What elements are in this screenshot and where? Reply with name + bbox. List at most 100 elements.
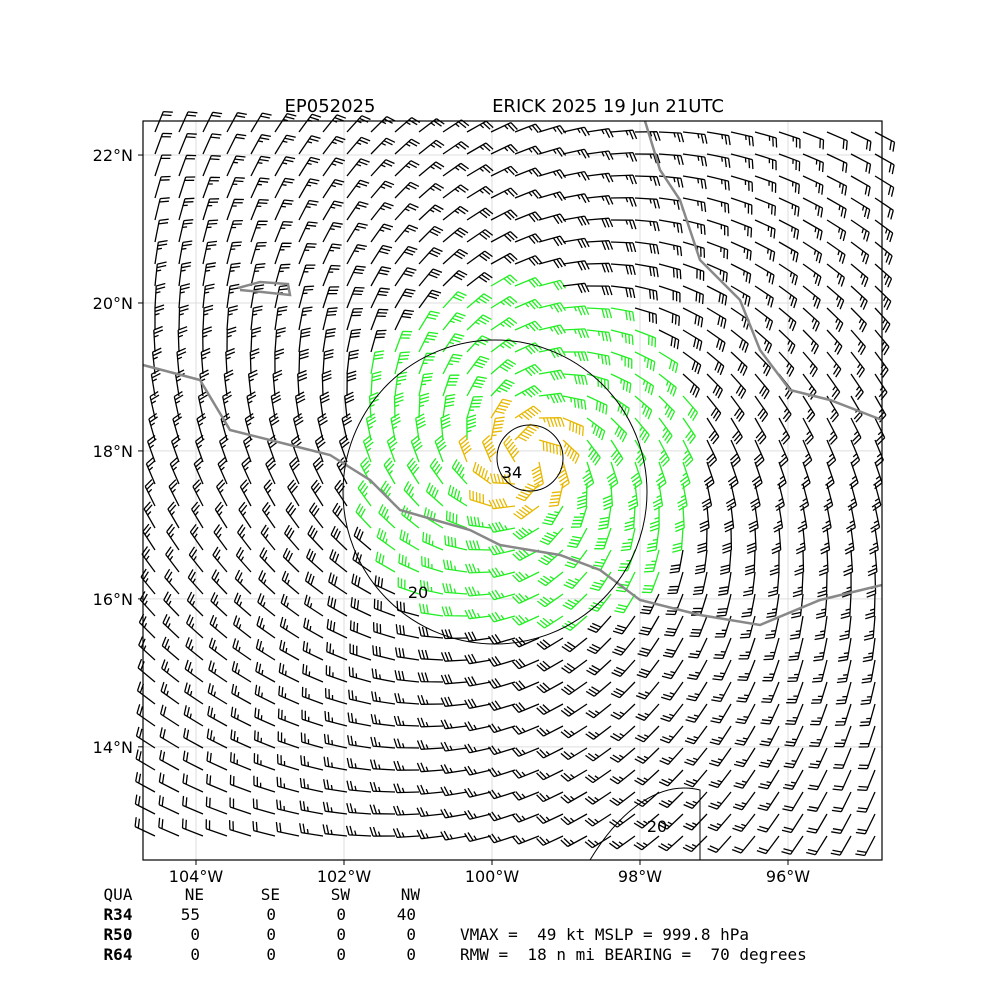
wind-barb [560,769,588,782]
wind-barb [658,263,682,280]
wind-barb [261,501,276,529]
wind-barb [298,306,313,331]
wind-barb [744,549,756,576]
wind-barb [490,252,518,265]
wind-barb [514,423,540,442]
wind-barb [209,614,228,639]
wind-barb [638,615,660,636]
wind-barb [368,391,379,419]
wind-barb [231,661,252,683]
wind-barb [538,235,567,247]
wind-barb [322,328,336,353]
wind-barb [823,483,834,512]
wind-barb [634,373,655,396]
wind-barb [840,593,852,620]
wind-barb [539,527,564,546]
wind-barb [713,637,732,660]
wind-barb [814,615,828,641]
wind-barb [332,502,348,529]
wind-barb [298,327,311,353]
wind-barb [418,331,439,353]
wind-barb [514,145,543,156]
wind-barb [682,307,704,328]
wind-barb [162,614,180,639]
wind-barb [325,665,348,683]
wind-barb [855,835,876,857]
wind-barb [730,197,753,215]
wind-barb [442,205,469,221]
wind-barb [514,342,542,355]
contour [342,339,648,645]
wind-barb [802,263,822,287]
wind-barb [850,153,872,174]
contour-label: 20 [408,583,428,602]
wind-barb [277,708,300,727]
wind-barb [217,457,228,485]
wind-barb [345,825,372,837]
wind-barb [682,219,706,235]
wind-barb [469,489,492,507]
wind-barb [176,347,187,375]
wind-barb [682,395,699,422]
wind-barb [658,153,684,166]
wind-barb [634,131,661,142]
wind-barb [610,196,637,207]
wind-barb [406,457,420,485]
wind-barb [418,182,445,199]
wind-barb [464,787,492,798]
wind-barb [150,369,161,397]
wind-barb [850,263,869,288]
wind-barb [850,131,872,151]
wind-barb [178,240,193,265]
wind-barb [464,721,492,732]
wind-barb [197,391,208,419]
wind-barb [442,559,468,573]
wind-barb [778,153,801,172]
table-header: SW [331,885,351,904]
wind-barb [466,293,493,309]
wind-barb [871,483,882,512]
wind-barb [739,615,756,639]
wind-barb [235,546,252,573]
wind-barb [324,688,348,705]
wind-barb [570,505,588,528]
x-tick-label: 100°W [465,867,520,886]
wind-barb [490,398,512,419]
wind-barb [560,835,588,848]
wind-barb [831,813,852,835]
wind-barb [609,747,636,763]
wind-barb [260,524,276,551]
wind-barb [442,374,460,397]
wind-barb [440,808,468,819]
wind-barb [562,260,590,271]
wind-barb [874,263,893,288]
wind-barb [658,307,681,326]
plot-frame [142,120,883,861]
wind-barb [688,637,708,659]
wind-barb [585,681,612,697]
wind-barb [643,549,660,573]
table-header: SE [261,885,280,904]
wind-barb [487,678,516,689]
wind-barb [634,175,661,186]
wind-barb [757,813,780,833]
wind-barb [759,725,780,747]
wind-barb [231,683,252,705]
wind-barb [182,773,204,793]
wind-barb [370,116,396,133]
wind-barb [652,483,664,511]
wind-barb [200,347,211,375]
wind-barb [378,504,396,529]
table-cell: 0 [190,925,200,944]
wind-barb [250,326,262,353]
wind-barb [294,391,306,419]
wind-barb [778,439,789,467]
wind-barb [184,682,204,705]
wind-barb [538,369,566,381]
wind-barb [394,309,414,331]
wind-barb [228,820,252,837]
wind-barb [732,791,756,811]
wind-barb [226,176,245,199]
wind-barb [226,241,242,265]
wind-barb [633,813,660,829]
